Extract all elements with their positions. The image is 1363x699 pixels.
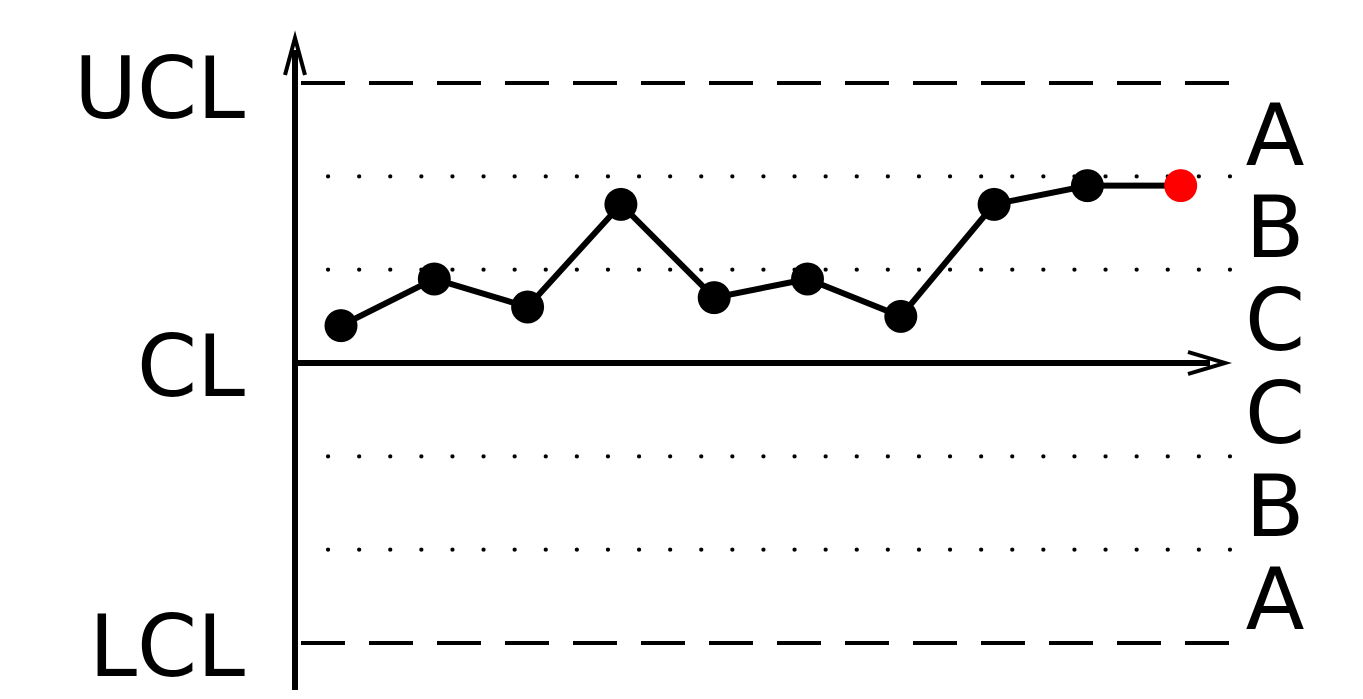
control-lines bbox=[295, 81, 1232, 645]
x-axis-arrowhead bbox=[1187, 350, 1233, 376]
ucl-label: UCL bbox=[74, 39, 245, 139]
zone-label-b-lower: B bbox=[1246, 457, 1305, 557]
axes bbox=[283, 30, 1233, 690]
data-point bbox=[977, 187, 1011, 221]
data-point bbox=[1070, 169, 1104, 203]
data-point bbox=[324, 309, 358, 343]
zone-label-a-lower: A bbox=[1246, 550, 1305, 650]
zone-label-c-upper: C bbox=[1245, 271, 1305, 371]
y-axis-arrowhead bbox=[283, 30, 307, 76]
data-point bbox=[884, 299, 918, 333]
data-series bbox=[324, 169, 1198, 343]
zone-label-a-upper: A bbox=[1246, 86, 1305, 186]
lcl-label: LCL bbox=[89, 597, 245, 697]
data-point bbox=[791, 262, 824, 296]
data-point bbox=[604, 187, 638, 221]
zone-label-c-lower: C bbox=[1245, 364, 1305, 464]
out-of-control-point bbox=[1164, 169, 1198, 203]
zone-label-b-upper: B bbox=[1246, 178, 1305, 278]
data-point bbox=[417, 262, 451, 296]
data-point bbox=[697, 281, 731, 315]
series-line bbox=[339, 182, 1181, 329]
data-point bbox=[511, 290, 545, 324]
cl-label: CL bbox=[137, 317, 245, 417]
